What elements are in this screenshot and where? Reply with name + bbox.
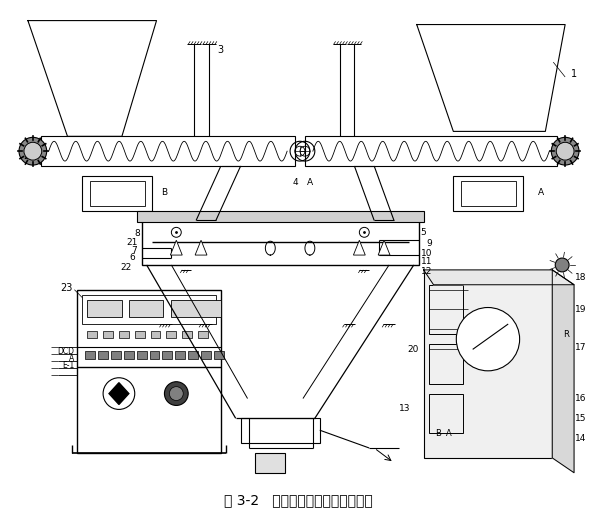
- Text: 14: 14: [575, 434, 586, 442]
- Bar: [119, 331, 129, 338]
- Text: A: A: [69, 355, 75, 363]
- Polygon shape: [424, 270, 574, 285]
- Bar: [429, 344, 463, 384]
- Circle shape: [19, 138, 47, 165]
- Bar: [141, 220, 418, 265]
- Text: 18: 18: [575, 274, 586, 282]
- Bar: [111, 351, 121, 359]
- Bar: [90, 181, 144, 206]
- Bar: [137, 351, 147, 359]
- Bar: [188, 351, 198, 359]
- Text: 5: 5: [421, 228, 426, 237]
- Bar: [198, 331, 208, 338]
- Bar: [560, 320, 572, 349]
- Text: 12: 12: [421, 267, 432, 276]
- Text: R: R: [563, 329, 569, 339]
- Circle shape: [555, 258, 569, 272]
- Text: B: B: [161, 188, 168, 197]
- Bar: [424, 270, 552, 458]
- Text: 8: 8: [134, 229, 140, 238]
- Bar: [461, 181, 516, 206]
- Bar: [41, 137, 295, 166]
- Circle shape: [164, 382, 188, 405]
- Polygon shape: [109, 383, 129, 404]
- Text: 10: 10: [421, 248, 432, 258]
- Bar: [150, 351, 159, 359]
- Text: A: A: [307, 178, 313, 187]
- Text: DCD: DCD: [57, 347, 75, 356]
- Circle shape: [551, 138, 579, 165]
- Text: 7: 7: [131, 246, 137, 255]
- Bar: [87, 300, 122, 317]
- Polygon shape: [552, 270, 574, 473]
- Text: A: A: [445, 429, 451, 438]
- Bar: [82, 176, 152, 211]
- Text: 6: 6: [129, 253, 135, 262]
- Text: 21: 21: [127, 238, 138, 247]
- Text: 11: 11: [421, 257, 432, 267]
- Bar: [241, 418, 320, 443]
- Polygon shape: [378, 240, 390, 255]
- Bar: [201, 351, 211, 359]
- Text: 22: 22: [121, 264, 132, 272]
- Circle shape: [24, 142, 42, 160]
- Bar: [87, 331, 97, 338]
- Text: B: B: [436, 429, 441, 438]
- Text: 13: 13: [399, 404, 410, 413]
- Polygon shape: [28, 20, 156, 137]
- Text: 15: 15: [575, 414, 586, 423]
- Bar: [167, 331, 176, 338]
- Polygon shape: [170, 240, 182, 255]
- Bar: [429, 394, 463, 433]
- Bar: [135, 331, 144, 338]
- Bar: [129, 300, 164, 317]
- Text: 9: 9: [427, 238, 432, 248]
- Text: E-1: E-1: [62, 361, 75, 370]
- Bar: [182, 331, 192, 338]
- Bar: [124, 351, 134, 359]
- Text: 16: 16: [575, 394, 586, 403]
- Bar: [98, 351, 108, 359]
- Text: 3: 3: [218, 46, 224, 55]
- Bar: [214, 351, 224, 359]
- Circle shape: [170, 386, 183, 401]
- Bar: [162, 351, 173, 359]
- Bar: [305, 137, 557, 166]
- Bar: [137, 211, 424, 222]
- Polygon shape: [195, 240, 207, 255]
- Polygon shape: [353, 240, 365, 255]
- Text: 2: 2: [24, 151, 30, 161]
- Bar: [78, 290, 221, 453]
- Bar: [85, 351, 95, 359]
- Text: 23: 23: [60, 283, 72, 293]
- Text: 17: 17: [575, 343, 586, 351]
- Text: 4: 4: [292, 178, 298, 187]
- Text: 图 3-2   数字式多种配料秤结构示意: 图 3-2 数字式多种配料秤结构示意: [224, 493, 373, 507]
- Bar: [103, 331, 113, 338]
- Bar: [171, 300, 221, 317]
- Bar: [256, 453, 285, 473]
- Bar: [453, 176, 522, 211]
- Polygon shape: [417, 25, 565, 131]
- Text: A: A: [537, 188, 543, 197]
- Bar: [429, 285, 463, 334]
- Text: 1: 1: [571, 69, 577, 79]
- Bar: [82, 294, 216, 324]
- Circle shape: [556, 142, 574, 160]
- Text: 20: 20: [407, 345, 418, 354]
- Bar: [176, 351, 185, 359]
- Text: 19: 19: [575, 305, 586, 314]
- Circle shape: [456, 308, 519, 371]
- Bar: [150, 331, 161, 338]
